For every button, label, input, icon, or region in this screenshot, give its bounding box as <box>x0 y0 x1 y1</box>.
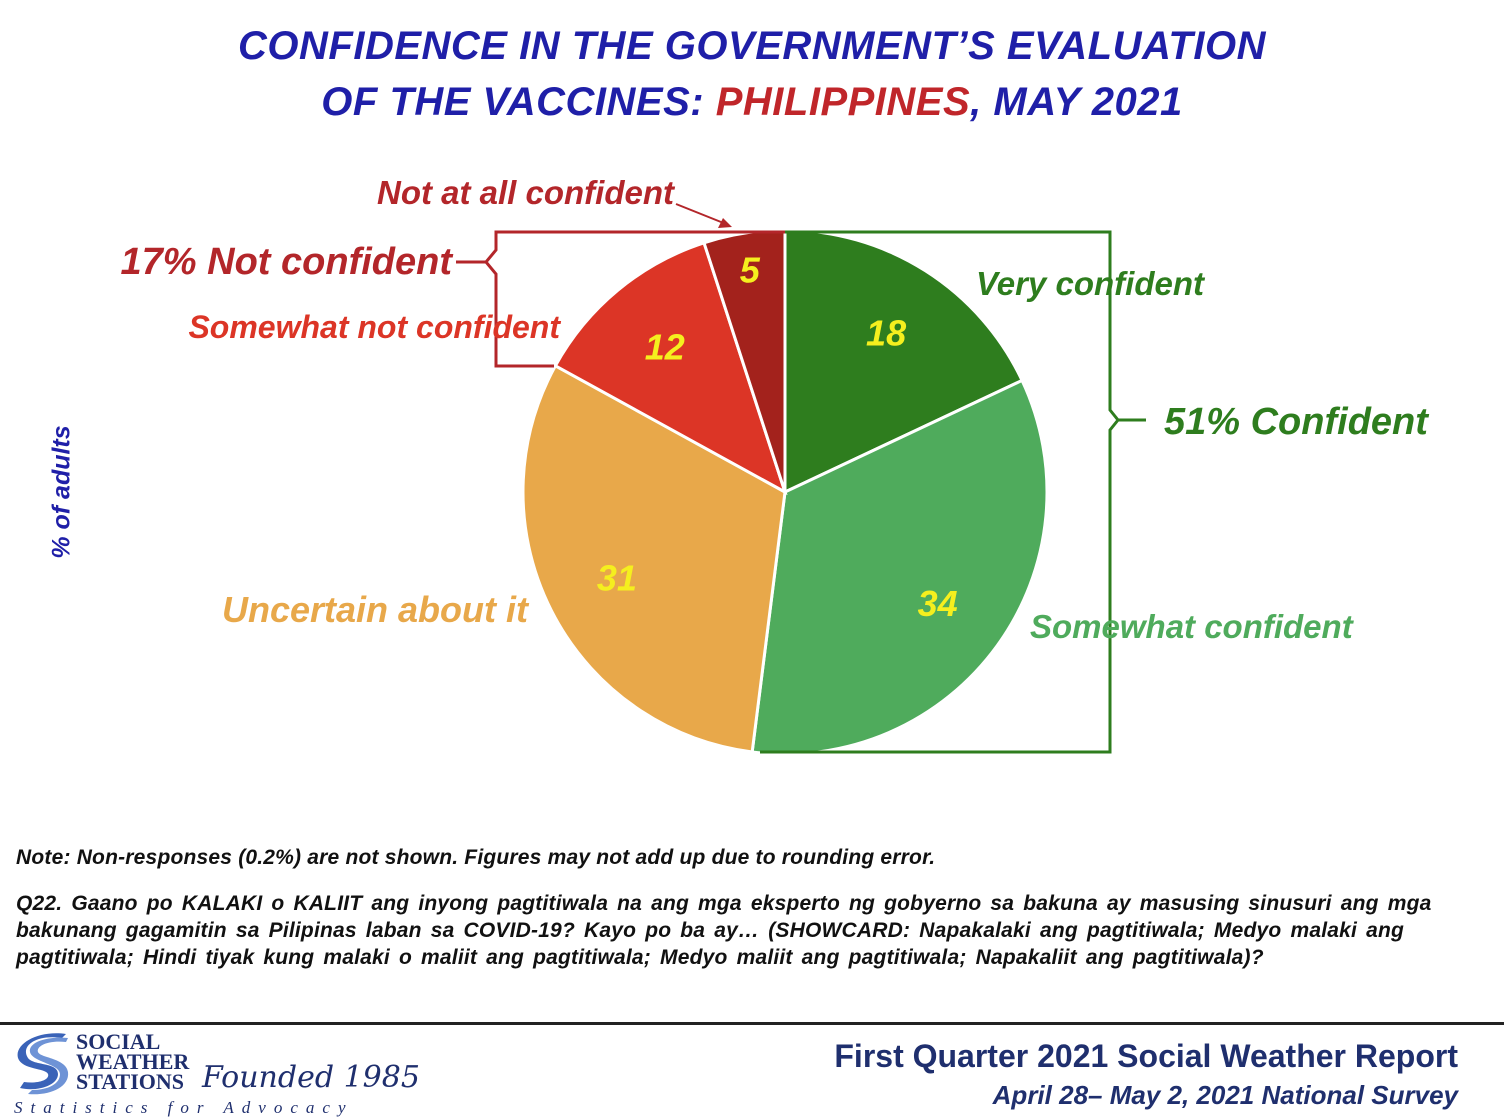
title-country: PHILIPPINES <box>715 80 971 124</box>
value-label-very-confident: 18 <box>866 313 906 354</box>
group-label-confident: 51% Confident <box>1164 401 1429 443</box>
logo-founded: Founded 1985 <box>202 1060 420 1095</box>
report-title: First Quarter 2021 Social Weather Report <box>834 1038 1458 1074</box>
not-at-all-arrowhead <box>718 218 732 228</box>
logo-tagline: Statistics for Advocacy <box>14 1098 354 1117</box>
pie-slice-somewhat-confident <box>750 378 1049 756</box>
label-somewhat-confident: Somewhat confident <box>1030 608 1355 645</box>
logo-text-stations: STATIONS <box>76 1069 185 1094</box>
logo-text-weather: WEATHER <box>76 1049 190 1074</box>
value-label-somewhat-confident: 34 <box>918 583 958 624</box>
chart-title-line2: OF THE VACCINES: PHILIPPINES, MAY 2021 <box>0 80 1504 125</box>
title-suffix: , MAY 2021 <box>970 80 1183 124</box>
report-subtitle: April 28– May 2, 2021 National Survey <box>992 1080 1458 1110</box>
group-label-not-confident: 17% Not confident <box>121 241 454 283</box>
pie-slice-somewhat-not-confident <box>553 240 788 496</box>
sws-logo: SOCIAL WEATHER STATIONS Founded 1985 Sta… <box>12 1029 432 1118</box>
pie-slice-uncertain <box>521 363 787 754</box>
label-not-at-all-confident: Not at all confident <box>377 174 676 211</box>
sws-logo-mark-icon <box>17 1033 69 1095</box>
not-at-all-arrow <box>675 203 727 225</box>
label-very-confident: Very confident <box>976 265 1206 302</box>
pie-value-labels: 18 34 31 12 5 <box>597 249 958 623</box>
question-text: Q22. Gaano po KALAKI o KALIIT ang inyong… <box>16 892 1432 969</box>
value-label-uncertain: 31 <box>597 558 637 599</box>
pie-slices <box>521 228 1049 756</box>
label-somewhat-not-confident: Somewhat not confident <box>188 309 561 345</box>
value-label-not-at-all-confident: 5 <box>740 249 761 290</box>
logo-text-social: SOCIAL <box>76 1029 161 1054</box>
footer-divider <box>0 1022 1504 1025</box>
chart-title-line1: CONFIDENCE IN THE GOVERNMENT’S EVALUATIO… <box>238 24 1266 68</box>
title-prefix: OF THE VACCINES: <box>321 80 716 124</box>
label-uncertain: Uncertain about it <box>222 589 530 630</box>
value-label-somewhat-not-confident: 12 <box>645 327 685 368</box>
note-text: Note: Non-responses (0.2%) are not shown… <box>16 846 936 869</box>
